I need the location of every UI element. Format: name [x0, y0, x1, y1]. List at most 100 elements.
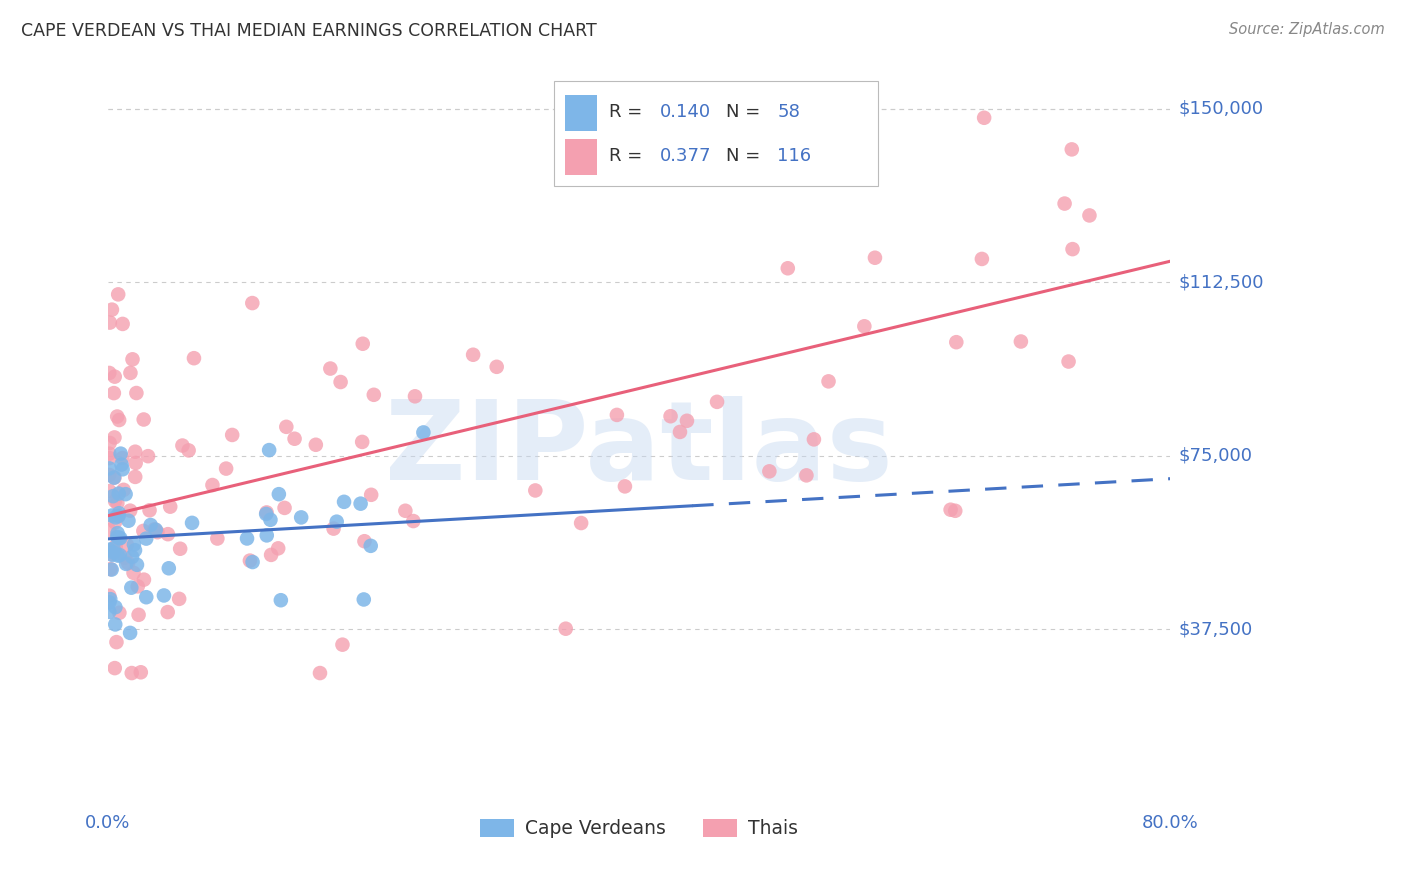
Point — [215, 461, 238, 475]
Point — [103, 470, 125, 484]
Point — [103, 430, 125, 444]
Point — [259, 513, 281, 527]
Point — [120, 503, 142, 517]
Point — [98, 542, 121, 557]
Point — [404, 389, 426, 403]
Point — [108, 548, 131, 562]
Point — [353, 534, 375, 549]
Point — [125, 558, 148, 572]
Point — [120, 366, 142, 380]
Point — [121, 549, 143, 564]
Point — [1078, 209, 1101, 223]
Point — [132, 412, 155, 426]
Legend: Cape Verdeans, Thais: Cape Verdeans, Thais — [472, 812, 806, 846]
Point — [394, 504, 416, 518]
Point — [125, 456, 148, 470]
Point — [114, 487, 136, 501]
Point — [159, 500, 181, 514]
Point — [136, 449, 159, 463]
Point — [325, 515, 347, 529]
Point — [181, 516, 204, 530]
Point — [121, 352, 143, 367]
Point — [273, 500, 295, 515]
Point — [111, 462, 134, 476]
Point — [201, 478, 224, 492]
Point — [108, 506, 131, 520]
Point — [107, 287, 129, 301]
Point — [363, 388, 385, 402]
Point — [132, 524, 155, 538]
Point — [107, 486, 129, 500]
Point — [115, 557, 138, 571]
Point — [104, 369, 127, 384]
Point — [98, 316, 121, 330]
Point — [128, 607, 150, 622]
Point — [114, 550, 136, 565]
Point — [256, 528, 278, 542]
Point — [153, 589, 176, 603]
Point — [103, 541, 125, 556]
Point — [120, 581, 142, 595]
Point — [267, 487, 290, 501]
Point — [776, 261, 799, 276]
Point — [105, 635, 128, 649]
Point — [329, 375, 352, 389]
Point — [111, 451, 134, 466]
Point — [706, 395, 728, 409]
Point — [122, 537, 145, 551]
Text: 0.140: 0.140 — [661, 103, 711, 121]
Point — [156, 605, 179, 619]
Point — [276, 420, 298, 434]
Point — [135, 532, 157, 546]
Text: $150,000: $150,000 — [1178, 100, 1264, 118]
Point — [101, 548, 124, 562]
Point — [108, 531, 131, 545]
Text: R =: R = — [609, 103, 648, 121]
Point — [115, 538, 138, 552]
Point — [319, 361, 342, 376]
Point — [352, 336, 374, 351]
Point — [104, 617, 127, 632]
Point — [124, 543, 146, 558]
Point — [360, 539, 382, 553]
Point — [120, 626, 142, 640]
Point — [322, 522, 344, 536]
Point — [853, 319, 876, 334]
Point — [145, 523, 167, 537]
Point — [105, 530, 128, 544]
Point — [124, 470, 146, 484]
Point — [107, 549, 129, 563]
Point — [143, 522, 166, 536]
Point — [98, 605, 121, 619]
Point — [613, 479, 636, 493]
Point — [270, 593, 292, 607]
Point — [107, 508, 129, 523]
Point — [485, 359, 508, 374]
Point — [125, 386, 148, 401]
Point — [412, 425, 434, 440]
Point — [112, 483, 135, 497]
Point — [352, 434, 374, 449]
Point — [104, 494, 127, 508]
Text: ZIPatlas: ZIPatlas — [385, 396, 893, 503]
Point — [98, 451, 121, 466]
Point — [105, 409, 128, 424]
Point — [117, 514, 139, 528]
Point — [257, 443, 280, 458]
Point — [290, 510, 312, 524]
Point — [98, 592, 121, 607]
Point — [254, 507, 277, 521]
Point — [129, 665, 152, 680]
Point — [817, 375, 839, 389]
Point — [239, 553, 262, 567]
Point — [117, 556, 139, 570]
Text: CAPE VERDEAN VS THAI MEDIAN EARNINGS CORRELATION CHART: CAPE VERDEAN VS THAI MEDIAN EARNINGS COR… — [21, 22, 596, 40]
Point — [240, 296, 263, 310]
Point — [569, 516, 592, 530]
Point — [98, 366, 121, 380]
Point — [267, 541, 290, 556]
Bar — [565, 138, 596, 175]
Point — [1010, 334, 1032, 349]
Point — [100, 562, 122, 576]
Point — [104, 661, 127, 675]
